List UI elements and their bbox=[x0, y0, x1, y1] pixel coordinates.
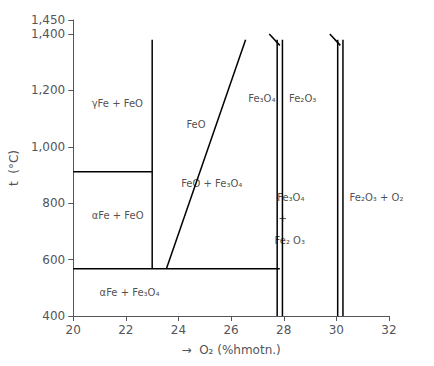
svg-text:Fe₃O₄: Fe₃O₄ bbox=[277, 192, 304, 203]
svg-text:Fe₂ O₃: Fe₂ O₃ bbox=[275, 235, 305, 246]
svg-text:28: 28 bbox=[276, 323, 291, 337]
svg-text:αFe + FeO: αFe + FeO bbox=[92, 210, 144, 221]
svg-text:800: 800 bbox=[42, 196, 65, 210]
svg-text:400: 400 bbox=[42, 309, 65, 323]
svg-text:600: 600 bbox=[42, 253, 65, 267]
svg-text:1,450: 1,450 bbox=[31, 13, 65, 27]
svg-text:Fe₃O₄: Fe₃O₄ bbox=[248, 93, 275, 104]
svg-text:1,000: 1,000 bbox=[31, 140, 65, 154]
svg-text:20: 20 bbox=[66, 323, 81, 337]
svg-text:αFe + Fe₃O₄: αFe + Fe₃O₄ bbox=[100, 287, 160, 298]
svg-text:Fe₂O₃: Fe₂O₃ bbox=[289, 93, 316, 104]
svg-text:1,200: 1,200 bbox=[31, 83, 65, 97]
svg-text:22: 22 bbox=[118, 323, 133, 337]
svg-text:26: 26 bbox=[223, 323, 238, 337]
svg-text:FeO + Fe₃O₄: FeO + Fe₃O₄ bbox=[181, 178, 242, 189]
svg-text:t (°C): t (°C) bbox=[7, 150, 21, 186]
svg-text:FeO: FeO bbox=[186, 119, 205, 130]
svg-text:32: 32 bbox=[381, 323, 396, 337]
svg-text:1,400: 1,400 bbox=[31, 27, 65, 41]
svg-text:γFe + FeO: γFe + FeO bbox=[92, 98, 143, 109]
svg-text:24: 24 bbox=[171, 323, 186, 337]
svg-text:Fe₂O₃ + O₂: Fe₂O₃ + O₂ bbox=[350, 192, 404, 203]
svg-text:30: 30 bbox=[329, 323, 344, 337]
svg-text:→ O₂ (%hmotn.): → O₂ (%hmotn.) bbox=[181, 343, 280, 357]
